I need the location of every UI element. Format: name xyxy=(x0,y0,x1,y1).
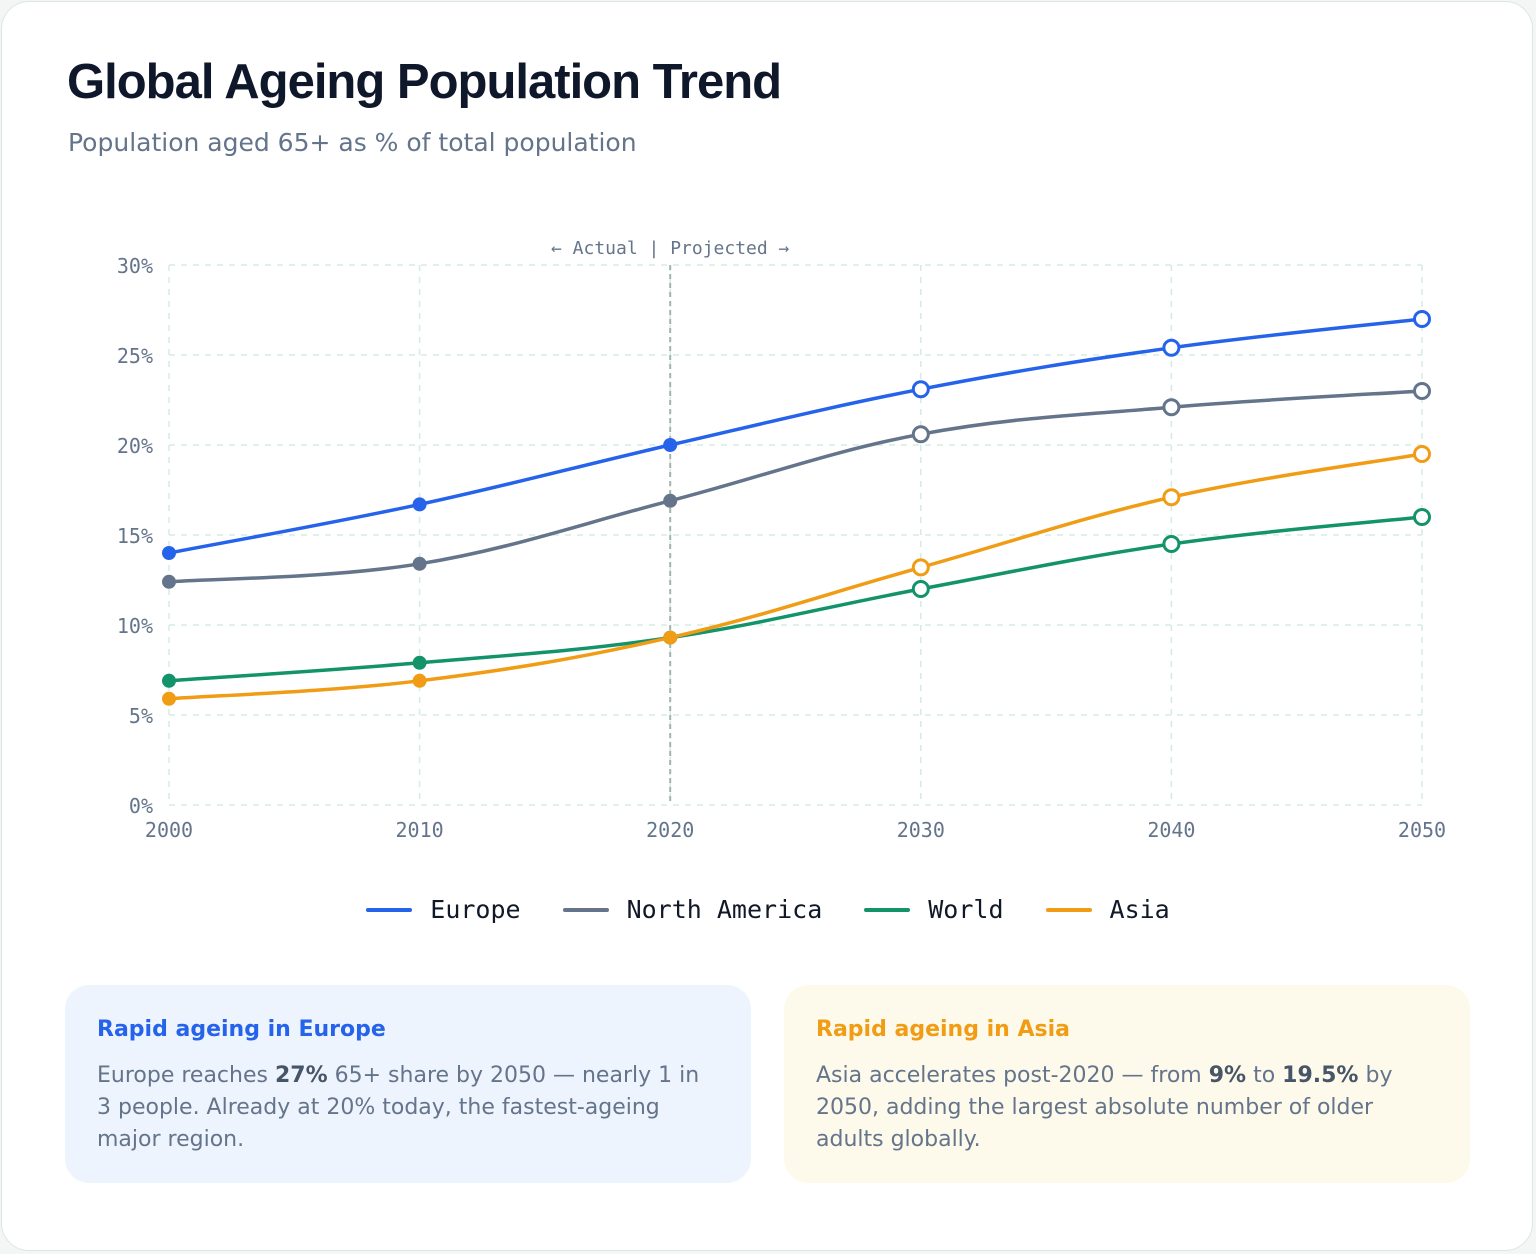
x-tick-label: 2000 xyxy=(145,818,193,842)
legend-item-north-america[interactable]: North America xyxy=(562,895,823,924)
legend-item-asia[interactable]: Asia xyxy=(1045,895,1170,924)
page-subtitle: Population aged 65+ as % of total popula… xyxy=(68,128,637,157)
legend-label-north-america: North America xyxy=(626,895,823,924)
data-point-world xyxy=(412,655,427,670)
insight-card-europe: Rapid ageing in Europe Europe reaches 27… xyxy=(65,985,751,1183)
data-point-asia xyxy=(162,691,176,706)
data-point-world xyxy=(911,580,930,598)
y-tick-label: 0% xyxy=(129,794,153,818)
y-tick-label: 25% xyxy=(117,344,153,368)
chart-legend: Europe North America World Asia xyxy=(0,895,1536,924)
insight-title-asia: Rapid ageing in Asia xyxy=(816,1017,1070,1042)
series-line-world xyxy=(167,515,1424,683)
data-point-north-america xyxy=(412,556,427,571)
x-tick-label: 2030 xyxy=(897,818,945,842)
legend-item-world[interactable]: World xyxy=(864,895,1004,924)
y-tick-label: 15% xyxy=(117,524,153,548)
line-chart: 0% 5% 10% 15% 20% 25% 30% 2000 2010 2020 2030 2040 2… xyxy=(117,238,1446,842)
x-tick-label: 2020 xyxy=(646,818,694,842)
page-title: Global Ageing Population Trend xyxy=(67,55,782,109)
data-point-asia xyxy=(663,630,678,645)
legend-label-europe: Europe xyxy=(430,895,521,924)
series-line-asia xyxy=(167,452,1424,701)
y-tick-label: 5% xyxy=(129,704,153,728)
data-point-world xyxy=(1413,508,1431,526)
insight-card-asia: Rapid ageing in Asia Asia accelerates po… xyxy=(784,985,1470,1183)
y-tick-label: 10% xyxy=(117,614,153,638)
x-tick-label: 2010 xyxy=(396,818,444,842)
series-line-europe xyxy=(167,317,1424,555)
insight-text-asia: Asia accelerates post-2020 — from 9% to … xyxy=(816,1063,1393,1152)
data-point-europe xyxy=(162,546,176,560)
data-point-asia xyxy=(1413,445,1431,463)
legend-swatch-north-america xyxy=(562,907,609,912)
legend-item-europe[interactable]: Europe xyxy=(366,895,521,924)
data-point-europe xyxy=(663,438,678,452)
data-point-north-america xyxy=(911,425,930,444)
data-point-asia xyxy=(1162,488,1181,507)
data-point-asia xyxy=(412,673,427,688)
data-point-world xyxy=(162,673,176,688)
legend-swatch-world xyxy=(864,907,911,912)
legend-label-asia: Asia xyxy=(1109,895,1170,924)
data-point-north-america xyxy=(162,574,176,589)
y-tick-label: 30% xyxy=(117,254,153,278)
y-tick-label: 20% xyxy=(117,434,153,458)
legend-swatch-europe xyxy=(366,907,413,912)
insight-title-europe: Rapid ageing in Europe xyxy=(97,1017,386,1042)
data-point-europe xyxy=(412,497,427,512)
series-line-north-america xyxy=(167,389,1424,584)
data-point-north-america xyxy=(1413,382,1431,400)
legend-label-world: World xyxy=(928,895,1004,924)
x-tick-label: 2050 xyxy=(1398,818,1446,842)
divider-label: ← Actual | Projected → xyxy=(551,238,790,259)
data-point-europe xyxy=(911,380,930,399)
data-point-north-america xyxy=(663,493,678,508)
legend-swatch-asia xyxy=(1045,907,1092,912)
data-point-europe xyxy=(1413,310,1431,328)
data-point-asia xyxy=(911,558,930,577)
insight-text-europe: Europe reaches 27% 65+ share by 2050 — n… xyxy=(97,1063,700,1152)
data-point-north-america xyxy=(1162,398,1181,417)
data-point-europe xyxy=(1162,338,1181,357)
x-tick-label: 2040 xyxy=(1147,818,1195,842)
data-point-world xyxy=(1162,535,1181,553)
